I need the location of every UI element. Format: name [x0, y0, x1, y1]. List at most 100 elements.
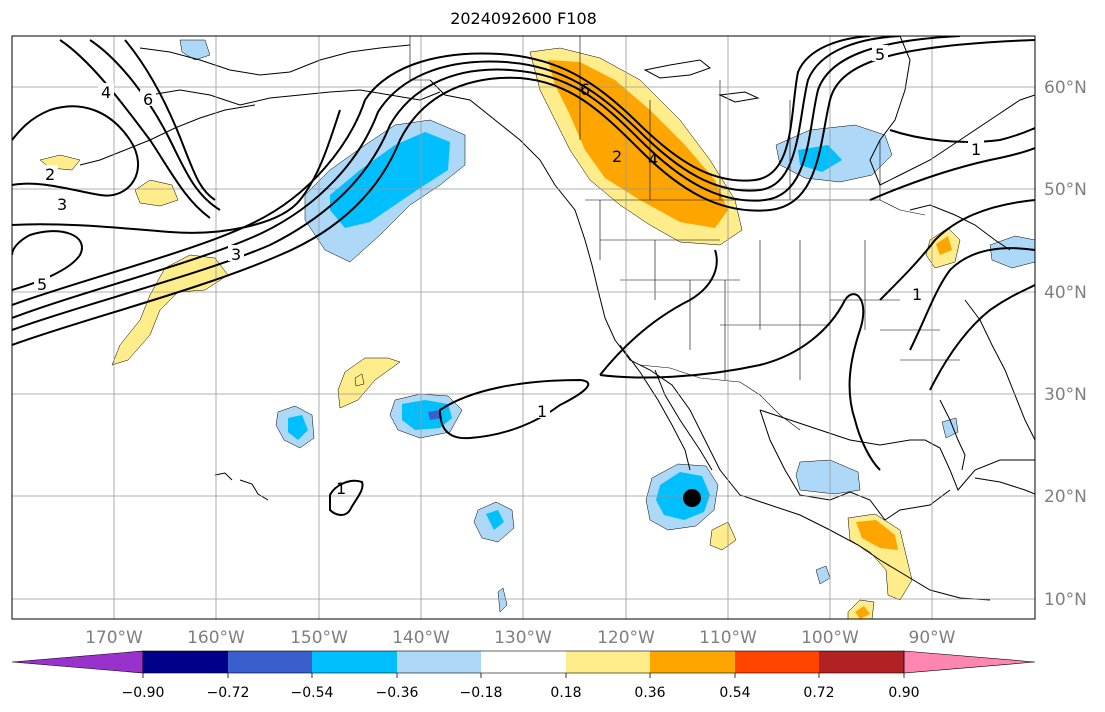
coastlines	[79, 36, 1035, 601]
negative-anomaly-gulf-of-alaska-core	[330, 132, 450, 228]
lat-label: 10°N	[1044, 590, 1087, 610]
contour-alaska-west	[59, 39, 211, 219]
alaska-coast	[149, 89, 441, 106]
colorbar-segment	[143, 651, 228, 673]
positive-anomaly-south-edge-core	[855, 606, 870, 619]
contour-1-hawaii	[329, 479, 364, 516]
contours	[12, 36, 1035, 516]
contour-labels: 2 3 3 5 4 6 6 2 4 5 1 1 1 1	[34, 45, 984, 498]
contour-label-bg	[140, 90, 156, 106]
colorbar: −0.90 −0.72 −0.54 −0.36 −0.18 0.18 0.36 …	[11, 650, 1036, 701]
lat-label: 20°N	[1044, 487, 1087, 507]
colorbar-tick-label: −0.36	[376, 685, 419, 701]
positive-anomaly-central-pacific	[337, 357, 401, 409]
colorbar-tick-label: 0.90	[888, 685, 919, 701]
contour-5-loop	[12, 230, 83, 291]
negative-anomaly-140w-center	[428, 410, 442, 420]
contour-label-bg	[34, 275, 50, 291]
lon-label: 130°W	[494, 628, 552, 648]
contour-label: 5	[875, 45, 885, 64]
colorbar-tick-label: 0.36	[634, 685, 665, 701]
colorbar-extend-low	[11, 650, 144, 674]
lon-label: 150°W	[290, 628, 348, 648]
longitude-labels: 170°W 160°W 150°W 140°W 130°W 120°W 110°…	[85, 628, 956, 648]
contour-label: 2	[612, 147, 622, 166]
alaska-north	[139, 44, 411, 76]
contour-label: 2	[45, 165, 55, 184]
lon-label: 90°W	[909, 628, 956, 648]
north-america-west-coast	[429, 79, 991, 601]
lon-label: 140°W	[392, 628, 450, 648]
cuba	[974, 477, 1035, 495]
arctic-island	[643, 59, 712, 79]
colorbar-ticks	[142, 673, 905, 678]
contour-1-ne	[889, 127, 1035, 143]
lat-label: 30°N	[1044, 385, 1087, 405]
lon-label: 160°W	[187, 628, 245, 648]
contour-label-bg	[872, 45, 888, 61]
mexico-gulf-coast	[759, 409, 951, 521]
lon-label: 100°W	[801, 628, 859, 648]
contour-label: 1	[537, 402, 547, 421]
colorbar-segment	[650, 651, 735, 673]
baja	[619, 344, 691, 471]
contour-label: 4	[101, 83, 111, 102]
shaded-anomalies	[39, 39, 1035, 619]
positive-anomaly-mexico-coast	[709, 521, 737, 551]
contour-label: 6	[580, 80, 590, 99]
colorbar-tick-label: 0.18	[550, 685, 581, 701]
contour-east-5	[879, 199, 1035, 301]
positive-anomaly-160w	[134, 179, 179, 207]
negative-anomaly-aleutian-top	[179, 39, 211, 61]
contour-jet-2	[12, 36, 961, 331]
contour-label: 4	[648, 150, 658, 169]
contour-label-bg	[98, 83, 114, 99]
contour-label: 1	[971, 140, 981, 159]
negative-anomaly-hawaii-north-core	[288, 415, 308, 440]
lon-label: 110°W	[699, 628, 757, 648]
storm-center-marker	[683, 489, 701, 507]
negative-anomaly-140w-core	[402, 400, 452, 430]
colorbar-tick-label: −0.18	[460, 685, 503, 701]
lon-label: 170°W	[85, 628, 143, 648]
contour-label: 5	[37, 275, 47, 294]
map-frame	[11, 35, 1036, 620]
colorbar-frame	[142, 650, 905, 674]
hawaii-1	[214, 472, 233, 481]
lat-label: 50°N	[1044, 180, 1087, 200]
contour-label-bg	[228, 245, 244, 261]
contour-east-4	[929, 284, 1035, 391]
aleutians	[79, 104, 256, 166]
contour-jet-3	[12, 36, 901, 319]
colorbar-tick-label: −0.72	[207, 685, 250, 701]
colorbar-tick-labels: −0.90 −0.72 −0.54 −0.36 −0.18 0.18 0.36 …	[122, 685, 920, 701]
contour-label: 1	[912, 285, 922, 304]
arctic-island-2	[718, 91, 760, 103]
contour-label-bg	[968, 140, 984, 156]
contour-alaska-2	[89, 39, 221, 211]
hawaii-2	[239, 479, 269, 501]
negative-anomaly-gulf	[795, 459, 861, 495]
contour-west-loop	[12, 105, 140, 197]
lon-label: 120°W	[597, 628, 655, 648]
negative-anomaly-florida	[941, 417, 959, 439]
map-title: 2024092600 F108	[450, 9, 597, 28]
contour-label-bg	[54, 195, 70, 211]
us-mexico-border	[639, 364, 801, 431]
contour-jet-4	[12, 36, 871, 306]
lat-label: 40°N	[1044, 283, 1087, 303]
great-lakes-shore	[909, 204, 1011, 251]
colorbar-segment	[481, 651, 566, 673]
colorbar-segment	[566, 651, 650, 673]
contour-label: 3	[231, 245, 241, 264]
contour-east-2	[599, 293, 881, 471]
positive-anomaly-north-pacific	[111, 254, 229, 366]
florida	[939, 399, 966, 471]
latitude-labels: 60°N 50°N 40°N 30°N 20°N 10°N	[1044, 78, 1087, 610]
contour-label-bg	[534, 402, 550, 418]
negative-anomaly-135w-core	[486, 510, 504, 530]
contour-alaska-3	[124, 39, 216, 201]
contour-1-ne-2	[869, 147, 1035, 201]
contour-jet-1	[12, 39, 1035, 346]
colorbar-segment	[312, 651, 397, 673]
